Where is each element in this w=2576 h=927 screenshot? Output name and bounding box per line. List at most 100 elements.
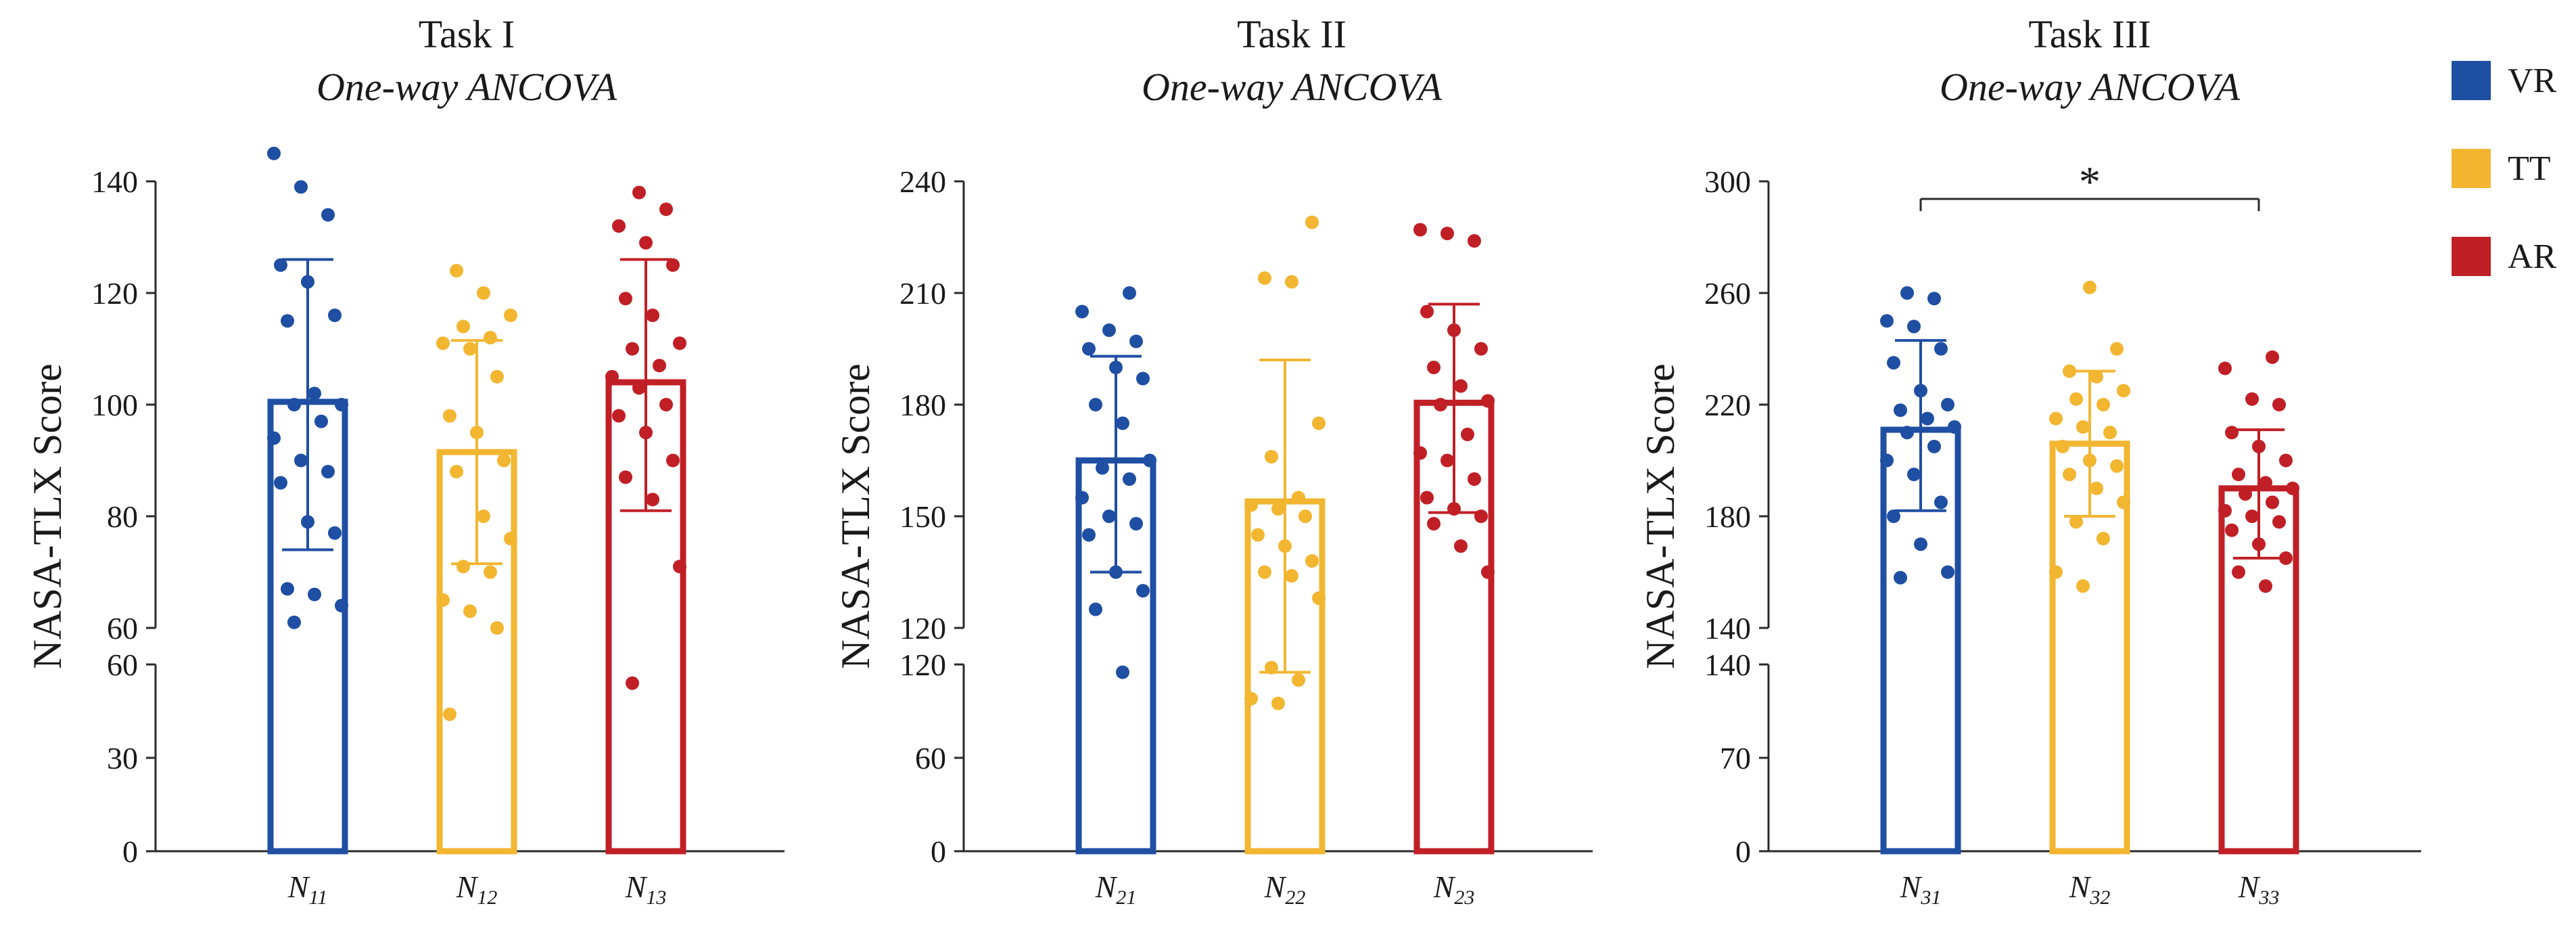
data-point [2076, 579, 2090, 593]
data-point [2117, 495, 2130, 510]
data-point [477, 510, 490, 523]
data-point [632, 381, 646, 395]
data-point [619, 292, 632, 306]
data-point [2286, 481, 2299, 495]
category-label: N21 [1095, 869, 1137, 909]
data-point [1934, 342, 1948, 356]
data-point [2110, 459, 2124, 473]
data-point [1880, 453, 1894, 468]
y-tick-label: 60 [915, 741, 946, 775]
data-point [2103, 426, 2117, 440]
data-point [2218, 503, 2232, 518]
data-point [673, 560, 686, 574]
data-point [646, 493, 659, 507]
data-point [2225, 426, 2239, 440]
data-point [1481, 394, 1495, 408]
y-tick-label: 0 [931, 834, 946, 869]
data-point [2110, 342, 2124, 356]
data-point [666, 453, 680, 468]
data-point [1271, 502, 1285, 516]
bar-group-N11: N11 [267, 146, 348, 909]
data-point [2069, 515, 2083, 529]
y-tick-label: 220 [1704, 388, 1751, 422]
data-point [1109, 565, 1123, 579]
data-point [2245, 392, 2259, 406]
data-point [666, 258, 680, 272]
bar-group-N31: N31 [1880, 286, 1961, 909]
data-point [2097, 398, 2110, 411]
data-point [1244, 498, 1258, 512]
data-point [2232, 468, 2245, 482]
chart-subtitle: One-way ANCOVA [317, 65, 617, 109]
category-label: N11 [287, 869, 327, 909]
data-point [308, 386, 321, 401]
category-label: N31 [1900, 869, 1942, 909]
data-point [1927, 292, 1941, 306]
y-tick-label: 0 [1735, 834, 1751, 869]
data-point [2245, 510, 2259, 523]
data-point [2090, 369, 2103, 384]
data-point [1907, 319, 1921, 334]
legend-swatch [2452, 149, 2491, 188]
data-point [2056, 439, 2069, 453]
data-point [1900, 286, 1914, 300]
data-point [2218, 361, 2232, 376]
data-point [2083, 280, 2097, 294]
data-point [1914, 384, 1927, 398]
category-label: N33 [2238, 869, 2280, 909]
y-tick-label: 60 [107, 611, 138, 646]
legend: VR TT AR [2452, 61, 2557, 276]
chart-panels: Task I One-way ANCOVA NASA-TLX Score 60 80 10… [25, 12, 2421, 909]
data-point [301, 515, 314, 529]
category-label: N13 [625, 869, 667, 909]
data-point [321, 465, 335, 478]
data-point [673, 336, 686, 351]
legend-label: AR [2508, 238, 2557, 276]
data-point [456, 319, 470, 334]
data-point [335, 398, 348, 411]
significance-star: * [2079, 158, 2101, 206]
data-point [2259, 476, 2272, 490]
category-label: N12 [456, 869, 498, 909]
data-point [659, 398, 673, 411]
data-point [1454, 379, 1468, 393]
data-point [612, 409, 626, 423]
y-tick-label: 100 [91, 388, 138, 422]
data-point [287, 398, 301, 411]
data-point [321, 208, 335, 222]
data-point [294, 453, 308, 468]
legend-swatch [2452, 61, 2491, 100]
data-point [1420, 491, 1434, 505]
data-point [1481, 565, 1495, 579]
bar-group-N32: N32 [2049, 280, 2130, 909]
data-point [1143, 453, 1156, 468]
legend-label: VR [2508, 62, 2557, 100]
data-point [477, 286, 490, 300]
data-point [1461, 428, 1474, 441]
data-point [2076, 420, 2090, 434]
data-point [1129, 517, 1143, 530]
data-point [1271, 696, 1285, 710]
data-point [436, 593, 450, 607]
data-point [2239, 487, 2252, 501]
y-axis-label: NASA-TLX Score [1638, 363, 1683, 669]
data-point [1941, 398, 1954, 411]
data-point [1413, 446, 1427, 460]
y-tick-label: 210 [899, 276, 946, 311]
data-point [281, 314, 294, 328]
data-point [1880, 314, 1894, 328]
significance-bracket: * [1919, 158, 2260, 211]
data-point [1082, 528, 1096, 542]
data-point [1427, 517, 1441, 530]
data-point [267, 146, 281, 160]
data-point [2097, 532, 2110, 545]
bar-group-N13: N13 [605, 185, 686, 909]
bar-group-N22: N22 [1244, 215, 1326, 909]
data-point [2049, 411, 2063, 426]
category-label: N32 [2069, 869, 2111, 909]
data-point [1894, 403, 1907, 417]
data-point [328, 526, 342, 540]
data-point [1258, 271, 1271, 285]
data-point [1454, 539, 1468, 553]
category-label: N23 [1433, 869, 1475, 909]
